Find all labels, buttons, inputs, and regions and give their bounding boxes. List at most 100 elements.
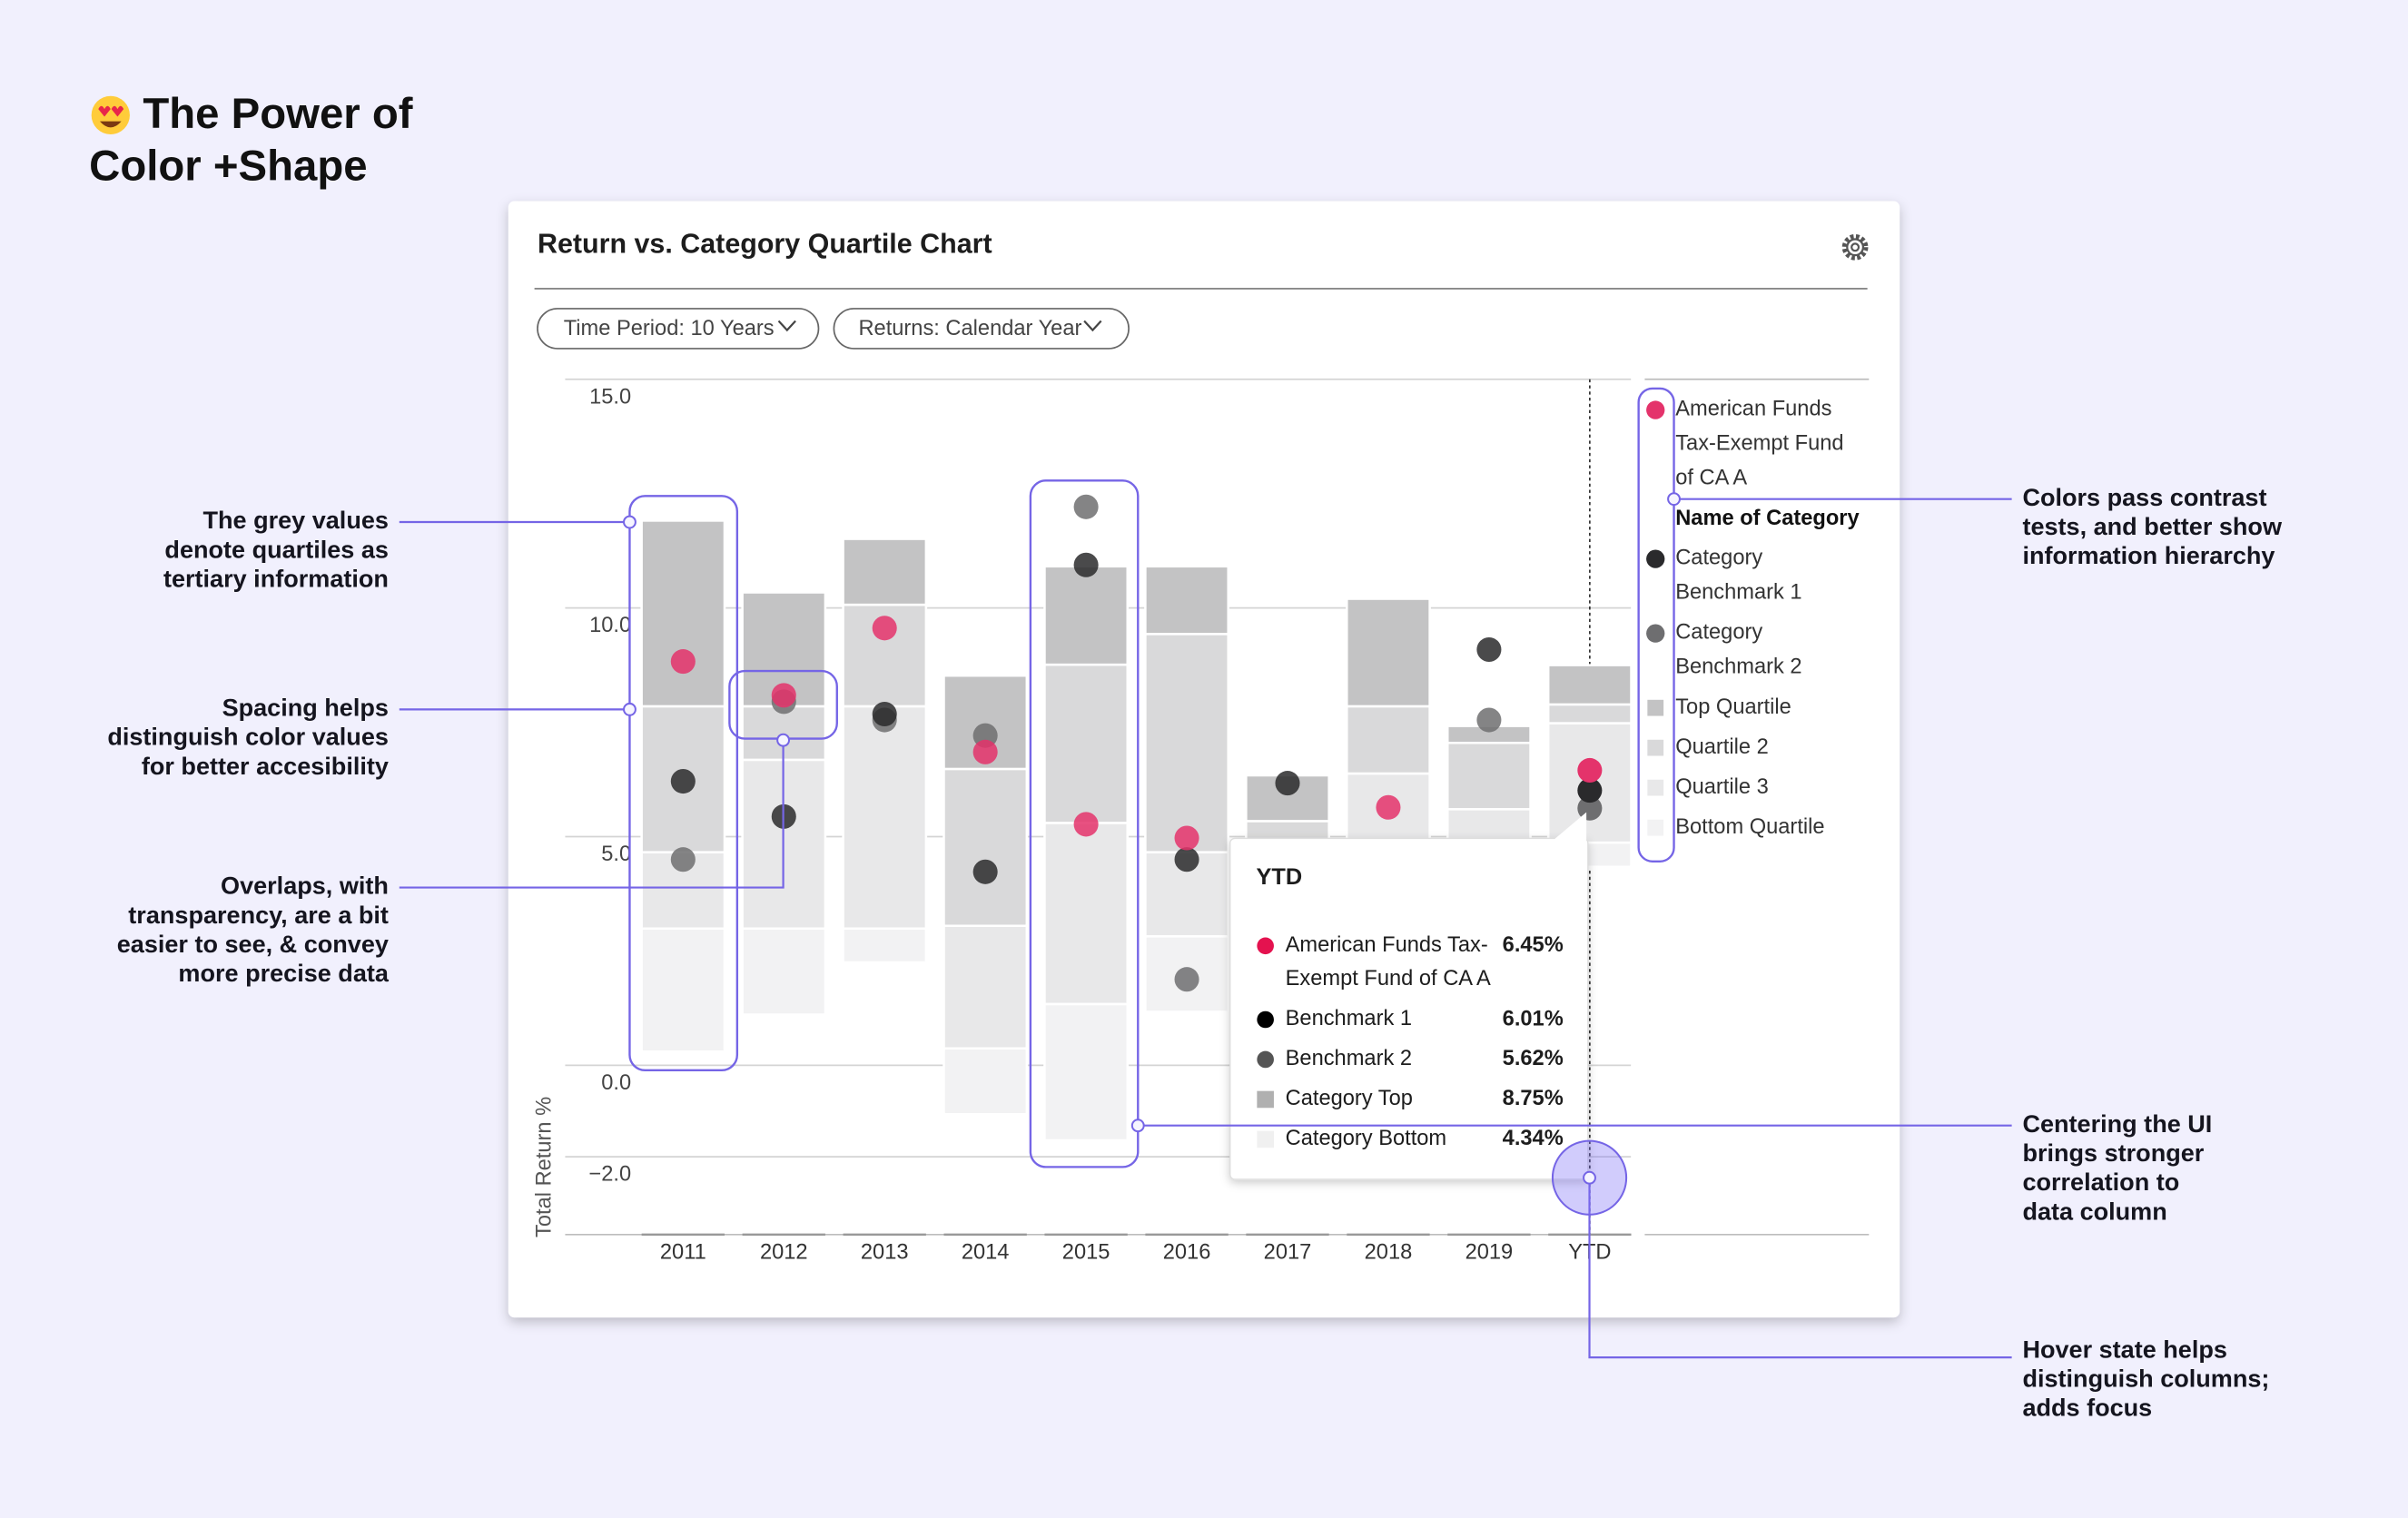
- data-point: [872, 616, 897, 641]
- filter-label: Time Period: 10 Years: [564, 317, 775, 340]
- quartile-segment: [1546, 703, 1633, 724]
- quartile-segment: [942, 924, 1029, 1050]
- quartile-segment: [1144, 851, 1229, 938]
- quartile-segment: [640, 927, 726, 1053]
- y-tick-label: 10.0: [589, 614, 631, 637]
- legend-marker: [1646, 818, 1664, 837]
- data-point: [1073, 812, 1099, 837]
- legend: American Funds Tax-Exempt Fund of CA A Na…: [1646, 398, 1860, 839]
- annotation-text: tests, and better show: [2022, 513, 2283, 540]
- x-tick-label: 2012: [760, 1240, 808, 1264]
- annotation-text: more precise data: [178, 960, 389, 987]
- filter-label: Returns: Calendar Year: [858, 317, 1081, 340]
- quartile-segment: [1346, 597, 1431, 708]
- annotation-text: Spacing helps: [222, 695, 389, 722]
- annotation-text: Colors pass contrast: [2022, 484, 2266, 511]
- annotation-text: tertiary information: [163, 565, 389, 592]
- x-tick-label: 2014: [962, 1240, 1010, 1264]
- filter-pill[interactable]: Returns: Calendar Year: [833, 308, 1130, 350]
- tooltip-title: YTD: [1257, 864, 1303, 890]
- tooltip-label: Benchmark 2: [1286, 1047, 1412, 1070]
- tooltip-value: 6.01%: [1503, 1007, 1564, 1030]
- quartile-segment: [1043, 1002, 1130, 1142]
- quartile-segment: [1546, 664, 1633, 706]
- legend-label: Top Quartile: [1675, 695, 1791, 719]
- tooltip-value: 8.75%: [1503, 1087, 1564, 1110]
- legend-label: Quartile 2: [1675, 735, 1769, 759]
- annotation-text: information hierarchy: [2022, 542, 2275, 569]
- emoji: [91, 95, 130, 134]
- legend-marker: [1646, 400, 1665, 419]
- quartile-segment: [842, 927, 928, 964]
- x-tick-label: 2019: [1466, 1240, 1514, 1264]
- quartile-segment: [842, 705, 928, 931]
- page-title: Color +Shape: [89, 143, 368, 191]
- annotation-text: correlation to: [2022, 1168, 2179, 1196]
- x-tick-label: 2018: [1365, 1240, 1413, 1264]
- quartile-segment: [942, 767, 1029, 928]
- quartile-segment: [1144, 565, 1229, 636]
- y-tick-label: 15.0: [589, 385, 631, 409]
- data-point: [1073, 494, 1099, 519]
- data-point: [670, 649, 696, 675]
- annotation-text: easier to see, & convey: [117, 931, 389, 958]
- dots: [670, 494, 1603, 992]
- tooltip-value: 5.62%: [1503, 1047, 1564, 1070]
- data-point: [1174, 967, 1199, 992]
- quartile-segment: [1446, 741, 1532, 811]
- annotation-text: distinguish color values: [107, 724, 389, 751]
- annotation-text: Centering the UI: [2022, 1110, 2212, 1138]
- legend-marker: [1646, 624, 1665, 643]
- tooltip-label: Category Bottom: [1286, 1127, 1447, 1150]
- legend-marker: [1646, 738, 1664, 757]
- quartile-segment: [640, 519, 726, 708]
- data-point: [1577, 795, 1603, 821]
- x-tick-label: 2013: [861, 1240, 909, 1264]
- data-point: [771, 683, 796, 708]
- annotation-text: Overlaps, with: [221, 872, 389, 900]
- annotation-text: brings stronger: [2022, 1139, 2204, 1167]
- x-tick-label: 2017: [1264, 1240, 1312, 1264]
- y-axis-label: Total Return %: [533, 1097, 557, 1237]
- annotation-text: The grey values: [202, 507, 388, 534]
- data-point: [1476, 636, 1502, 663]
- quartile-segment: [1144, 633, 1229, 853]
- data-point: [1376, 794, 1401, 820]
- data-point: [1476, 707, 1502, 733]
- legend-marker: [1646, 698, 1664, 717]
- tooltip-value: 6.45%: [1503, 933, 1564, 957]
- tooltip-marker: [1257, 937, 1274, 955]
- legend-label: Quartile 3: [1675, 775, 1769, 799]
- quartile-segment: [1043, 663, 1130, 824]
- annotation-text: data column: [2022, 1198, 2166, 1225]
- page-title: The Power of: [143, 90, 412, 138]
- legend-label: American Funds Tax-Exempt Fund of CA A: [1675, 398, 1850, 490]
- tooltip-label: Benchmark 1: [1286, 1007, 1412, 1030]
- tooltip-marker: [1257, 1130, 1274, 1148]
- data-point: [1275, 771, 1300, 796]
- data-point: [1577, 778, 1603, 803]
- data-point: [670, 769, 696, 794]
- annotation-text: Hover state helps: [2022, 1336, 2226, 1363]
- annotation-text: distinguish columns;: [2022, 1365, 2269, 1393]
- legend-label: Bottom Quartile: [1675, 815, 1824, 839]
- x-tick-label: 2011: [660, 1240, 706, 1264]
- filter-pill[interactable]: Time Period: 10 Years: [537, 308, 820, 350]
- legend-marker: [1646, 549, 1665, 568]
- quartile-segment: [1043, 822, 1130, 1006]
- data-point: [872, 701, 897, 727]
- legend-label: Category Benchmark 1: [1675, 547, 1801, 605]
- data-point: [972, 859, 998, 884]
- y-tick-label: 0.0: [601, 1071, 631, 1095]
- x-tick-label: 2016: [1163, 1240, 1211, 1264]
- tooltip-marker: [1257, 1050, 1274, 1069]
- quartile-segment: [842, 537, 928, 606]
- tooltip-marker: [1257, 1090, 1274, 1109]
- settings-button[interactable]: [1841, 233, 1869, 261]
- quartile-segment: [1346, 705, 1431, 775]
- tooltip-marker: [1257, 1010, 1274, 1029]
- y-tick-label: 5.0: [601, 843, 631, 866]
- data-point: [972, 739, 998, 764]
